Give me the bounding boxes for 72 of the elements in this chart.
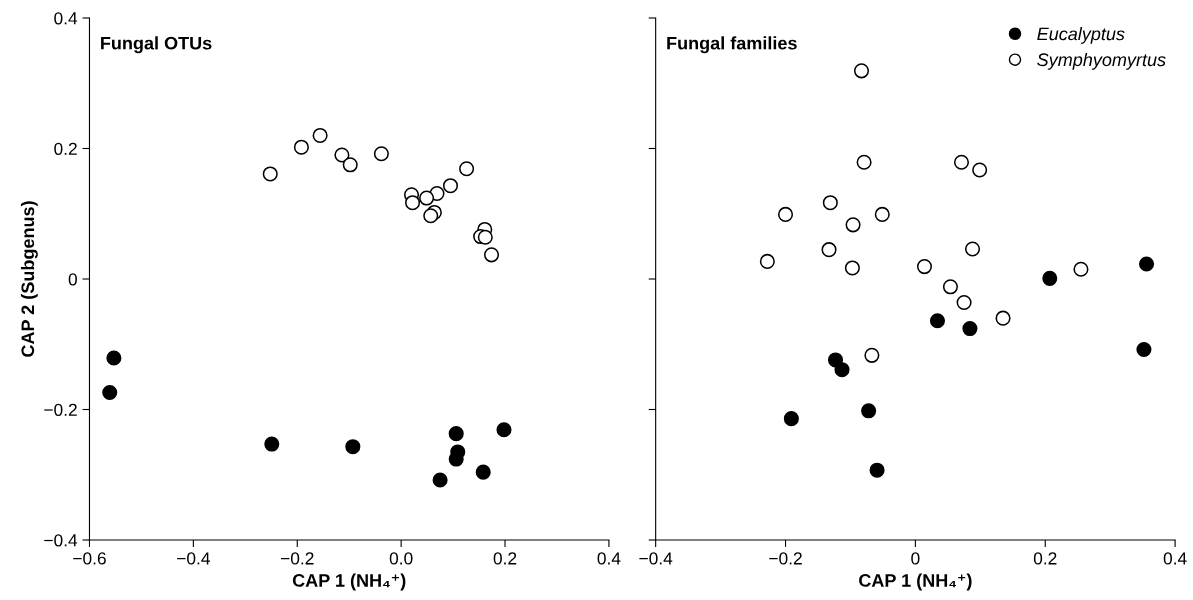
point <box>312 127 328 143</box>
y-tick-label: −0.4 <box>44 534 78 547</box>
point <box>956 294 972 311</box>
point <box>419 190 435 206</box>
point <box>953 154 970 170</box>
point <box>1136 341 1152 358</box>
x-tick-label: 0.0 <box>389 552 413 565</box>
point <box>845 217 861 233</box>
point <box>942 279 958 295</box>
point <box>856 154 872 170</box>
point <box>102 385 118 401</box>
point <box>822 195 838 211</box>
point <box>448 451 464 467</box>
x-tick-label: −0.4 <box>639 552 673 565</box>
y-tick-label: 0.2 <box>54 142 77 155</box>
point <box>783 411 799 427</box>
x-tick-label: −0.2 <box>280 552 314 565</box>
legend-label: Eucalyptus <box>1037 27 1125 44</box>
point <box>844 260 860 276</box>
point <box>834 362 850 378</box>
text: Fungal OTUs <box>101 36 212 54</box>
point <box>1073 261 1089 277</box>
x-axis-title: CAP 1 (NH₄⁺) <box>859 573 972 591</box>
point <box>916 259 933 275</box>
y-tick-label: 0 <box>68 273 77 286</box>
point <box>777 206 794 222</box>
point <box>964 241 981 257</box>
x-tick-label: 0.2 <box>493 552 517 565</box>
point <box>929 313 945 329</box>
point <box>864 347 880 363</box>
point <box>293 139 309 155</box>
point <box>405 195 421 211</box>
point <box>1139 256 1155 272</box>
x-tick-label: 0.4 <box>597 552 621 565</box>
point <box>334 147 350 163</box>
point <box>448 426 464 442</box>
point <box>459 161 475 177</box>
y-axis-title: CAP 2 (Subgenus) <box>20 201 38 357</box>
x-tick-label: −0.2 <box>769 552 802 565</box>
point <box>423 208 439 224</box>
point <box>475 464 491 480</box>
point <box>373 146 389 162</box>
point <box>874 206 890 222</box>
point <box>106 350 122 366</box>
point <box>821 242 837 258</box>
point <box>861 403 877 419</box>
x-tick-label: 0.4 <box>1163 552 1187 565</box>
y-tick-label: 0.4 <box>54 12 78 25</box>
point <box>1042 270 1058 286</box>
point <box>442 178 459 194</box>
text: Fungal families <box>667 36 797 54</box>
point <box>483 247 500 263</box>
x-tick-label: 0 <box>911 552 920 565</box>
point <box>972 162 988 178</box>
x-tick-label: −0.6 <box>73 552 106 565</box>
point <box>342 157 358 173</box>
point <box>869 462 885 478</box>
x-tick-label: 0.2 <box>1033 552 1057 565</box>
point <box>432 472 448 488</box>
x-tick-label: −0.4 <box>177 552 210 565</box>
point <box>995 310 1011 326</box>
point <box>477 229 493 245</box>
x-axis-title: CAP 1 (NH₄⁺) <box>292 573 406 591</box>
point <box>262 166 278 182</box>
point <box>962 321 978 337</box>
point <box>264 436 280 452</box>
point <box>853 63 870 79</box>
y-tick-label: −0.2 <box>44 403 77 416</box>
legend-label: Symphyomyrtus <box>1037 52 1166 70</box>
point <box>759 253 775 269</box>
point <box>496 422 512 438</box>
point <box>345 439 361 455</box>
